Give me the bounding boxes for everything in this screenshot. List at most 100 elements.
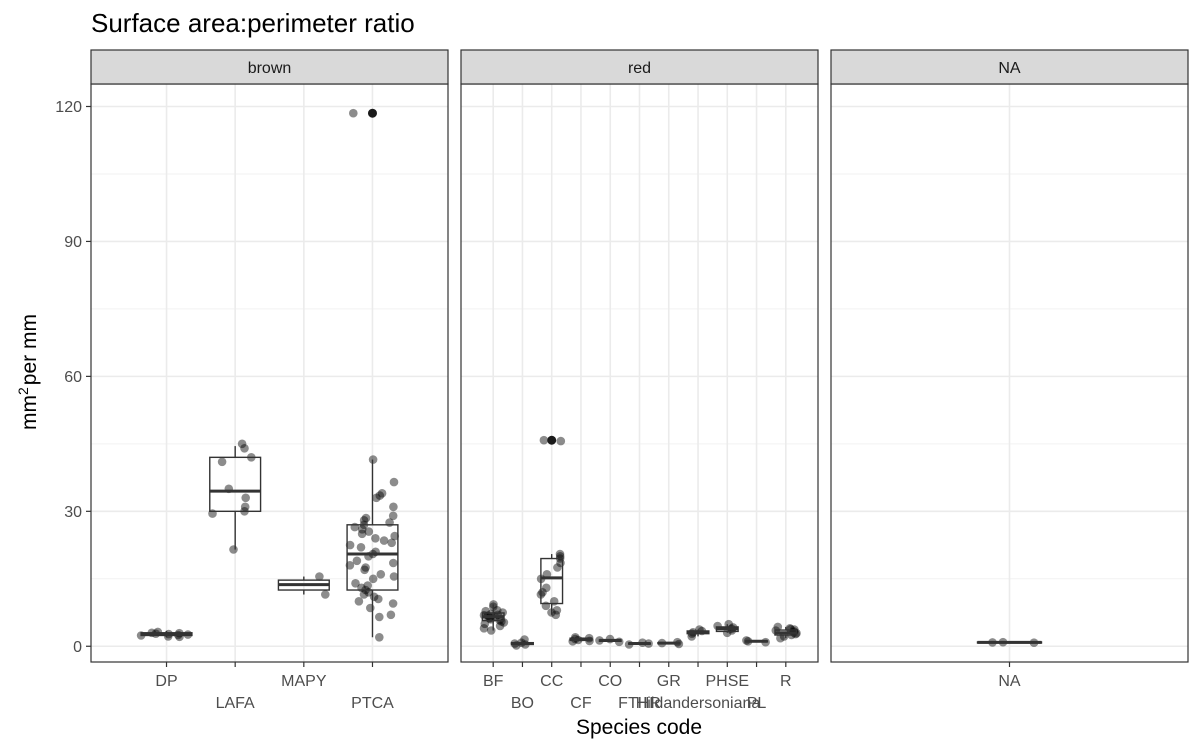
y-tick-label: 30 [64,504,82,521]
x-tick-label: BF [483,673,504,690]
data-point-ptca [349,108,358,118]
data-point-ptca [357,529,367,539]
x-axis-title: Species code [576,716,702,739]
data-point-ptca [389,558,398,568]
x-tick-label: FTHR [618,695,661,712]
x-tick-label: NA [998,673,1021,690]
x-tick-label: LAFA [216,695,255,712]
box-lafa [209,446,262,550]
data-point-lafa [240,444,249,453]
data-point-ptca [345,540,355,550]
facet-brown: brown DP LAFA MAPY PTCA 0 30 60 90 120 [55,49,449,712]
data-point-ptca [375,491,385,500]
x-tick-label: Hildandersoniana [636,695,761,712]
chart-title: Surface area:perimeter ratio [91,8,415,38]
data-point-ptca [360,565,369,575]
x-tick-label: DP [155,673,177,690]
box-pl [745,639,769,643]
data-point-ptca [359,590,369,599]
data-point-ptca [390,531,400,541]
x-tick-label: CF [570,695,592,712]
x-tick-label: MAPY [281,673,327,690]
outlier-cc [547,435,557,445]
data-point-ptca [356,543,366,552]
data-point-ptca [387,538,397,548]
data-point-ptca [371,534,380,543]
data-point-ptca [350,522,360,532]
x-tick-label: PHSE [705,673,749,690]
x-tick-label: CO [598,673,622,690]
data-point-bf [486,626,496,635]
data-point-ptca [363,581,373,590]
box-ptca [346,459,399,638]
data-point-ptca [385,518,394,527]
data-point-ptca [386,610,396,620]
data-point-ptca [368,574,378,584]
data-point-cc [556,436,566,446]
data-point-ptca [354,597,364,606]
facet-strip-label: red [628,60,651,77]
data-point-r [773,622,783,632]
box-body [540,557,564,605]
data-point-lafa [217,457,227,467]
data-point-ptca [376,570,386,579]
x-tick-label: R [780,673,792,690]
y-tick-label: 60 [64,369,82,386]
data-point-ptca [357,525,367,534]
box-body [209,456,262,513]
data-point-cc [552,606,562,615]
box-phse [715,624,739,633]
data-point-mapy [321,590,330,599]
box-cf [569,637,593,642]
box-mapy [277,576,330,595]
data-point-ptca [361,513,371,523]
x-tick-label: PTCA [351,695,394,712]
data-point-cc [553,563,562,572]
box-dp [140,630,193,638]
data-point-ptca [359,516,369,525]
data-point-ptca [366,603,375,613]
y-axis-title-superscript: 2 [15,387,31,395]
data-point-ptca [379,536,389,545]
data-point-bf [480,619,490,629]
facet-strip-label: NA [998,60,1021,77]
data-point-ptca [375,633,384,642]
box-cc [540,554,564,615]
data-point-lafa [229,545,238,554]
facet-strip [830,49,1189,85]
y-tick-label: 90 [64,234,82,251]
facet-strip [90,49,449,85]
data-point-ptca [388,599,398,608]
data-point-cc [539,435,549,445]
data-point-ptca [389,502,398,512]
data-point-cc [542,583,551,593]
data-point-ptca [374,594,383,604]
data-point-lafa [241,493,250,503]
data-point-ptca [372,493,381,503]
data-point-ptca [377,489,387,498]
data-point-cc [551,610,561,620]
x-tick-label: BO [511,695,534,712]
box-co [598,638,622,643]
facet-strip [460,49,819,85]
data-point-cc [541,601,551,611]
data-point-mapy [315,572,324,581]
data-point-bf [495,621,505,631]
data-point-ptca [389,477,399,487]
box-bf [481,604,505,631]
data-point-lafa [240,502,250,512]
facet-panels: brown DP LAFA MAPY PTCA 0 30 60 90 120 red BF BO CC CF… [55,49,1189,712]
data-point-ptca [361,563,370,572]
box-bo [510,639,534,646]
outlier-ptca [367,108,377,118]
data-point-bf [479,624,489,633]
data-point-ptca [389,572,399,581]
data-point-cc [555,549,565,559]
box-body [346,524,399,591]
data-point-ptca [364,527,374,536]
data-point-ptca [375,612,384,622]
data-point-ptca [352,556,362,566]
y-axis-title: mm2 per mm [15,314,41,430]
x-tick-label: GR [657,673,681,690]
